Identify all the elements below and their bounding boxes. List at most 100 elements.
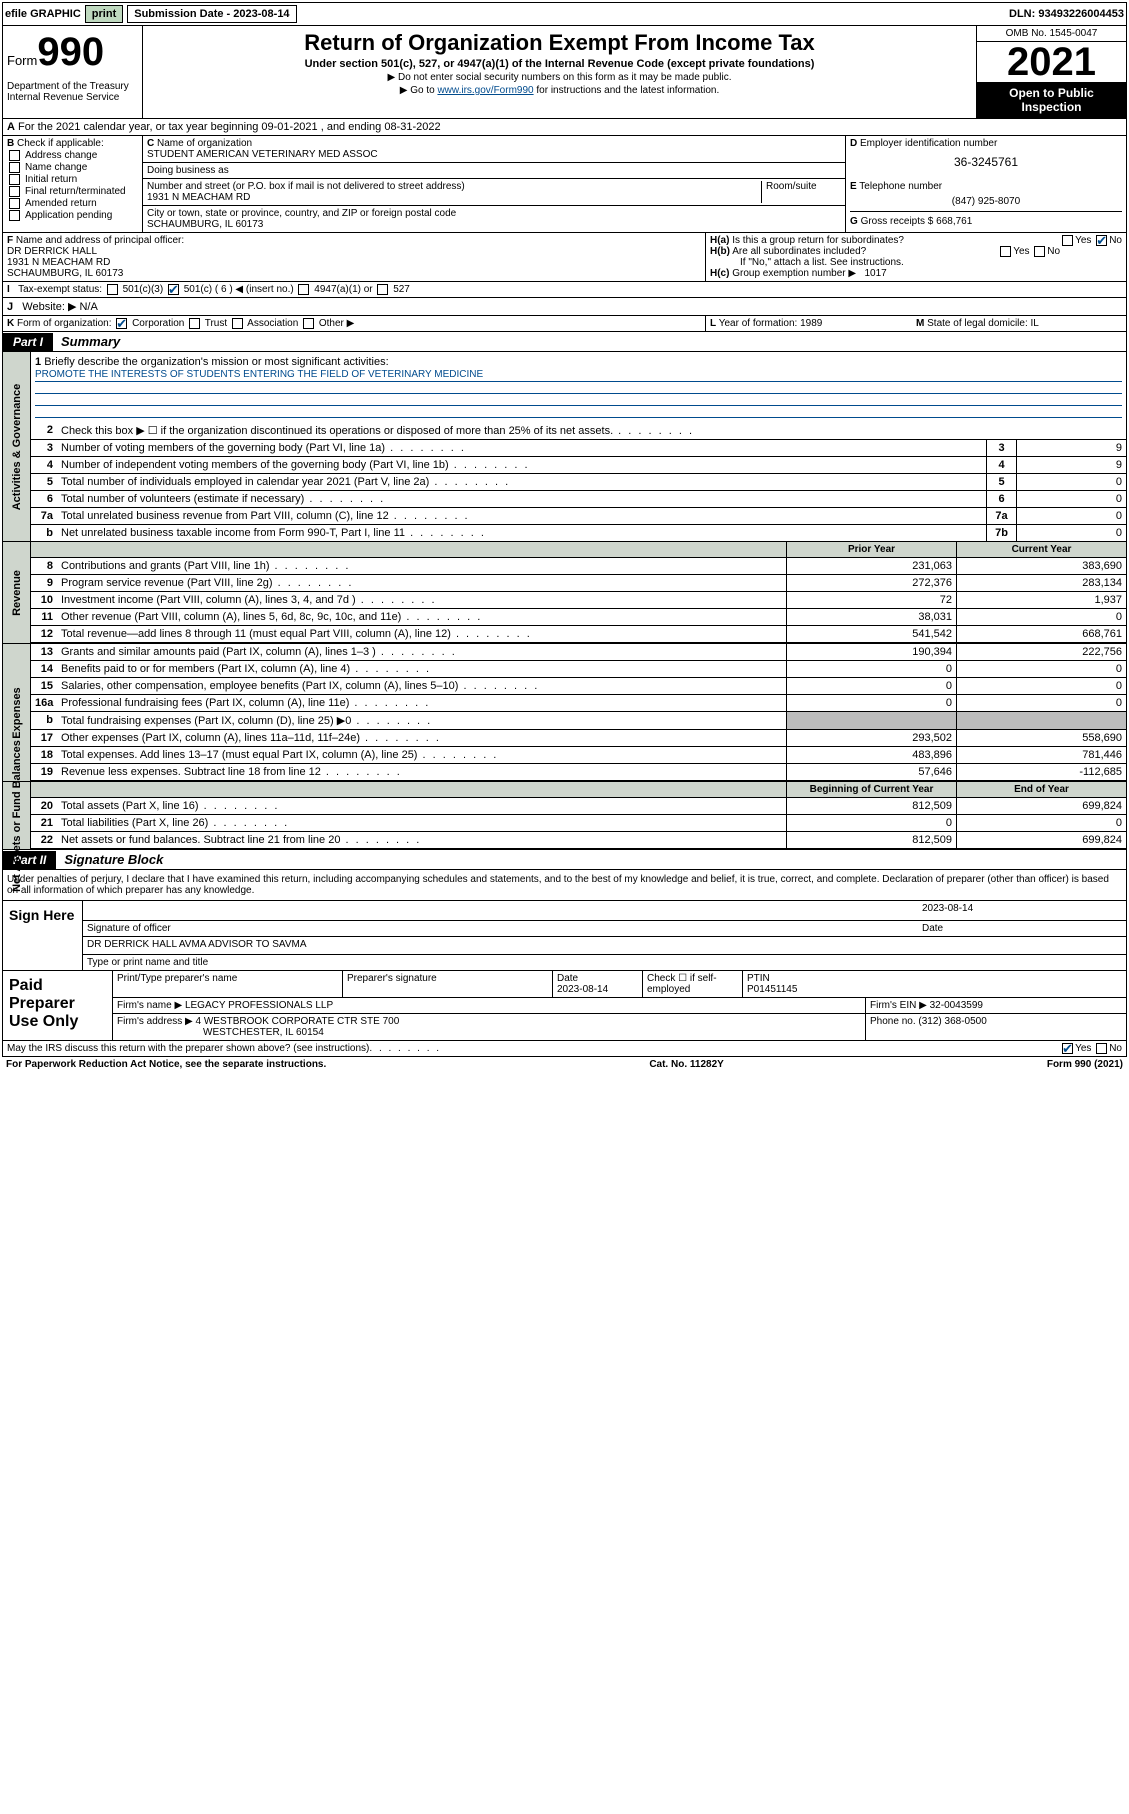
- gov-line-6: 6Total number of volunteers (estimate if…: [31, 491, 1126, 508]
- chk-4947[interactable]: [298, 284, 309, 295]
- form-number: 990: [37, 30, 104, 74]
- row-f-h: F Name and address of principal officer:…: [2, 233, 1127, 282]
- chk-final-return[interactable]: [9, 186, 20, 197]
- fin-line-13: 13Grants and similar amounts paid (Part …: [31, 644, 1126, 661]
- paperwork-notice: For Paperwork Reduction Act Notice, see …: [6, 1059, 326, 1070]
- net-assets-header: Beginning of Current Year End of Year: [31, 782, 1126, 798]
- sidebar-net-assets: Net Assets or Fund Balances: [3, 782, 31, 849]
- firm-address-cell: Firm's address ▶ 4 WESTBROOK CORPORATE C…: [113, 1014, 866, 1040]
- preparer-ptin-cell: PTIN P01451145: [743, 971, 1126, 997]
- gross-receipts: 668,761: [936, 216, 972, 227]
- fin-line-19: 19Revenue less expenses. Subtract line 1…: [31, 764, 1126, 781]
- section-governance: Activities & Governance 1 Briefly descri…: [2, 352, 1127, 542]
- form-label: Form: [7, 53, 37, 68]
- signature-block: Under penalties of perjury, I declare th…: [2, 870, 1127, 971]
- fin-line-12: 12Total revenue—add lines 8 through 11 (…: [31, 626, 1126, 643]
- chk-ha-yes[interactable]: [1062, 235, 1073, 246]
- website-value: N/A: [79, 301, 97, 313]
- row-a-tax-year: A For the 2021 calendar year, or tax yea…: [2, 119, 1127, 136]
- form-number-cell: Form990 Department of the Treasury Inter…: [3, 26, 143, 118]
- form-version: Form 990 (2021): [1047, 1059, 1123, 1070]
- chk-501c[interactable]: [168, 284, 179, 295]
- city-row: City or town, state or province, country…: [143, 206, 845, 232]
- gov-line-7a: 7aTotal unrelated business revenue from …: [31, 508, 1126, 525]
- fin-line-21: 21Total liabilities (Part X, line 26)00: [31, 815, 1126, 832]
- chk-trust[interactable]: [189, 318, 200, 329]
- chk-discuss-yes[interactable]: [1062, 1043, 1073, 1054]
- section-net-assets: Net Assets or Fund Balances Beginning of…: [2, 782, 1127, 850]
- chk-discuss-no[interactable]: [1096, 1043, 1107, 1054]
- officer-city: SCHAUMBURG, IL 60173: [7, 268, 701, 279]
- form-note-1: ▶ Do not enter social security numbers o…: [149, 72, 970, 83]
- gov-line-4: 4Number of independent voting members of…: [31, 457, 1126, 474]
- mission-text: PROMOTE THE INTERESTS OF STUDENTS ENTERI…: [35, 368, 1122, 382]
- print-button[interactable]: print: [85, 5, 123, 23]
- fin-line-9: 9Program service revenue (Part VIII, lin…: [31, 575, 1126, 592]
- chk-application-pending[interactable]: [9, 210, 20, 221]
- preparer-date-cell: Date 2023-08-14: [553, 971, 643, 997]
- row-j-website: J Website: ▶ N/A: [2, 298, 1127, 316]
- dba-row: Doing business as: [143, 163, 845, 179]
- chk-corporation[interactable]: [116, 318, 127, 329]
- submission-date-value: 2023-08-14: [233, 8, 289, 20]
- preparer-sig-hdr: Preparer's signature: [343, 971, 553, 997]
- fin-line-10: 10Investment income (Part VIII, column (…: [31, 592, 1126, 609]
- submission-date-label: Submission Date -: [134, 8, 233, 20]
- chk-527[interactable]: [377, 284, 388, 295]
- fin-line-17: 17Other expenses (Part IX, column (A), l…: [31, 730, 1126, 747]
- perjury-declaration: Under penalties of perjury, I declare th…: [3, 870, 1126, 901]
- paid-preparer-label: Paid Preparer Use Only: [3, 971, 113, 1040]
- street-address: 1931 N MEACHAM RD: [147, 192, 761, 203]
- top-toolbar: efile GRAPHIC print Submission Date - 20…: [2, 2, 1127, 26]
- sig-date: 2023-08-14: [922, 903, 1122, 918]
- public-inspection-label: Open to Public Inspection: [977, 82, 1126, 118]
- year-cell: OMB No. 1545-0047 2021 Open to Public In…: [976, 26, 1126, 118]
- form-title-cell: Return of Organization Exempt From Incom…: [143, 26, 976, 118]
- ein-cell: D Employer identification number 36-3245…: [846, 136, 1126, 179]
- sig-officer-label: Signature of officer: [87, 923, 922, 934]
- preparer-name-hdr: Print/Type preparer's name: [113, 971, 343, 997]
- page-footer: For Paperwork Reduction Act Notice, see …: [2, 1057, 1127, 1072]
- chk-amended-return[interactable]: [9, 198, 20, 209]
- chk-hb-no[interactable]: [1034, 246, 1045, 257]
- discuss-row: May the IRS discuss this return with the…: [2, 1041, 1127, 1057]
- firm-ein-cell: Firm's EIN ▶ 32-0043599: [866, 998, 1126, 1013]
- fin-line-22: 22Net assets or fund balances. Subtract …: [31, 832, 1126, 849]
- street-row: Number and street (or P.O. box if mail i…: [143, 179, 845, 206]
- sig-date-label: Date: [922, 923, 1122, 934]
- submission-date-box: Submission Date - 2023-08-14: [127, 5, 296, 23]
- chk-address-change[interactable]: [9, 150, 20, 161]
- fin-line-20: 20Total assets (Part X, line 16)812,5096…: [31, 798, 1126, 815]
- telephone-value: (847) 925-8070: [850, 196, 1122, 207]
- form-note-2: ▶ Go to www.irs.gov/Form990 for instruct…: [149, 85, 970, 96]
- year-state-cell: L Year of formation: 1989 M State of leg…: [706, 316, 1126, 331]
- chk-association[interactable]: [232, 318, 243, 329]
- department-label: Department of the Treasury Internal Reve…: [7, 81, 138, 103]
- chk-501c3[interactable]: [107, 284, 118, 295]
- sign-here-label: Sign Here: [3, 901, 83, 970]
- fin-line-11: 11Other revenue (Part VIII, column (A), …: [31, 609, 1126, 626]
- gov-line-3: 3Number of voting members of the governi…: [31, 440, 1126, 457]
- officer-addr: 1931 N MEACHAM RD: [7, 257, 701, 268]
- chk-initial-return[interactable]: [9, 174, 20, 185]
- chk-ha-no[interactable]: [1096, 235, 1107, 246]
- irs-link[interactable]: www.irs.gov/Form990: [437, 85, 533, 96]
- sidebar-governance: Activities & Governance: [3, 352, 31, 541]
- officer-name: DR DERRICK HALL: [7, 246, 701, 257]
- chk-hb-yes[interactable]: [1000, 246, 1011, 257]
- chk-name-change[interactable]: [9, 162, 20, 173]
- chk-other[interactable]: [303, 318, 314, 329]
- row-k-l-m: K Form of organization: Corporation Trus…: [2, 316, 1127, 332]
- city-state-zip: SCHAUMBURG, IL 60173: [147, 219, 841, 230]
- efile-label: efile GRAPHIC: [5, 8, 81, 20]
- form-title: Return of Organization Exempt From Incom…: [149, 30, 970, 56]
- fin-line-15: 15Salaries, other compensation, employee…: [31, 678, 1126, 695]
- row-i: I Tax-exempt status: 501(c)(3) 501(c) ( …: [2, 282, 1127, 298]
- firm-phone-cell: Phone no. (312) 368-0500: [866, 1014, 1126, 1040]
- principal-officer-cell: F Name and address of principal officer:…: [3, 233, 706, 281]
- sidebar-revenue: Revenue: [3, 542, 31, 643]
- gov-line-2: 2Check this box ▶ ☐ if the organization …: [31, 422, 1126, 440]
- tax-year: 2021: [977, 42, 1126, 82]
- ein-value: 36-3245761: [850, 155, 1122, 169]
- revenue-header: Prior Year Current Year: [31, 542, 1126, 558]
